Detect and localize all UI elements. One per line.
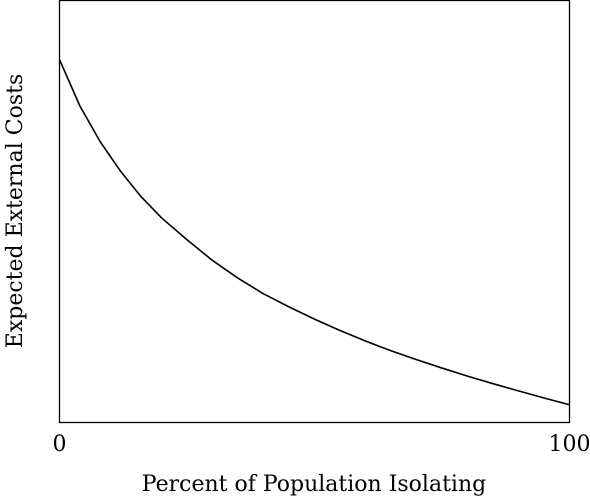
x-tick-label-1: 100 <box>549 432 590 457</box>
plot-frame <box>58 0 571 424</box>
y-axis-label: Expected External Costs <box>3 74 28 348</box>
tick-layer: 0 100 <box>53 432 590 457</box>
series-layer <box>58 59 570 406</box>
x-tick-label-0: 0 <box>53 432 67 457</box>
series-line-0 <box>58 59 570 406</box>
x-axis-label: Percent of Population Isolating <box>142 472 486 497</box>
